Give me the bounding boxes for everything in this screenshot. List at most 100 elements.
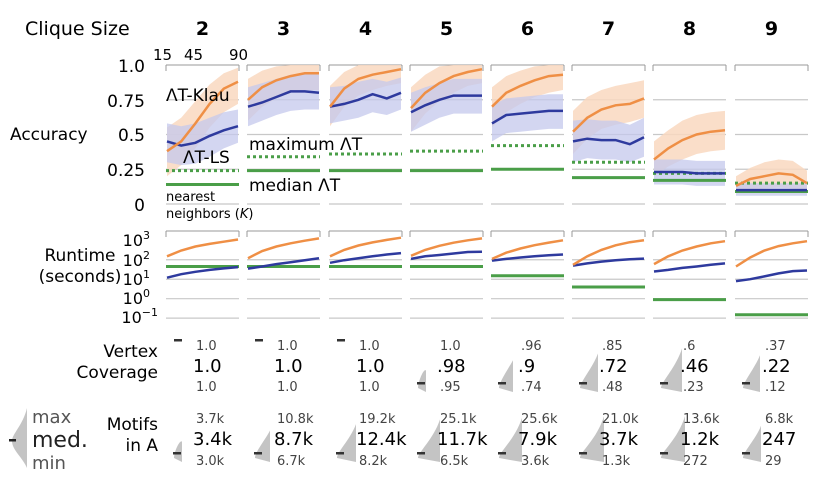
- vc-dist-wedge: [418, 370, 426, 392]
- motif-min-value: 8.2k: [359, 454, 388, 469]
- vc-median-value: .98: [437, 356, 466, 377]
- motif-min-value: 6.7k: [277, 454, 306, 469]
- max-lt-series-label: maximum ΛT: [249, 135, 363, 155]
- rt-tick-1e3-base: 10: [123, 231, 143, 250]
- motif-max-value: 21.0k: [602, 412, 639, 427]
- rt-tick-1e2-base: 10: [123, 251, 143, 270]
- clique-size-4: 4: [359, 18, 372, 40]
- vc-median-value: 1.0: [356, 356, 385, 377]
- motif-min-value: 1.3k: [602, 454, 631, 469]
- rt-tick-1e0-base: 10: [123, 289, 143, 308]
- rt-tick-1e1-exp: 1: [143, 268, 150, 281]
- motif-max-value: 3.7k: [196, 412, 225, 427]
- k-tick-45: 45: [184, 46, 203, 64]
- motif-dist-wedge: [743, 425, 761, 462]
- clique-size-label: Clique Size: [25, 18, 130, 40]
- motif-median-value: 247: [762, 429, 796, 450]
- ls-series-label: ΛT-LS: [183, 148, 230, 168]
- vc-min-value: 1.0: [277, 380, 298, 395]
- motif-median-value: 7.9k: [518, 429, 558, 450]
- motif-dist-wedge: [661, 416, 685, 462]
- rt-tick-1e3: 103: [123, 229, 150, 250]
- clique-size-2: 2: [196, 18, 209, 40]
- motif-max-value: 19.2k: [359, 412, 396, 427]
- panels: 21.01.01.03.7k3.4k3.0k31.01.01.010.8k8.7…: [165, 18, 809, 469]
- rt-tick-1e1: 101: [123, 268, 150, 289]
- vc-max-value: .85: [602, 339, 623, 354]
- vc-median-value: .72: [599, 356, 628, 377]
- vc-max-value: .96: [521, 339, 542, 354]
- vc-max-value: .37: [765, 339, 786, 354]
- vc-dist-wedge: [580, 353, 598, 392]
- motif-min-value: 6.5k: [440, 454, 469, 469]
- runtime-y-ticks: 103 102 101 100 10−1: [121, 229, 158, 327]
- vc-dist-marker: [174, 339, 182, 342]
- nn-caption-close: ): [248, 207, 253, 222]
- runtime-ylabel-line2: (seconds): [39, 267, 122, 287]
- motif-dist-wedge: [580, 416, 604, 462]
- vc-min-value: .12: [765, 380, 786, 395]
- rt-ls-line: [491, 253, 564, 262]
- ls-line: [410, 94, 482, 114]
- klau-band: [330, 65, 401, 127]
- vertex-coverage-label-line2: Coverage: [77, 363, 158, 383]
- klau-series-label: ΛT-Klau: [166, 86, 230, 106]
- klau-line: [653, 129, 726, 161]
- rt-ls-line: [572, 257, 645, 267]
- motif-median-value: 3.4k: [193, 429, 233, 450]
- k-tick-90: 90: [229, 46, 248, 64]
- klau-line: [572, 97, 645, 133]
- vc-min-value: .23: [683, 380, 704, 395]
- motif-max-value: 25.1k: [440, 412, 477, 427]
- rt-klau-line: [410, 237, 483, 257]
- motif-dist-median: [660, 452, 668, 455]
- motifs-label-line2: in A: [125, 436, 158, 456]
- motif-dist-median: [579, 452, 587, 455]
- motif-min-value: 29: [765, 454, 782, 469]
- motif-median-value: 11.7k: [437, 429, 488, 450]
- vc-max-value: 1.0: [196, 339, 217, 354]
- rt-ls-line: [166, 265, 239, 279]
- klau-line: [166, 80, 239, 153]
- vc-dist-median: [498, 382, 506, 385]
- motif-median-value: 12.4k: [356, 429, 407, 450]
- rt-klau-line: [735, 239, 808, 268]
- vc-max-value: 1.0: [277, 339, 298, 354]
- clique-size-9: 9: [765, 18, 778, 40]
- vc-min-value: .95: [440, 380, 461, 395]
- vc-dist-wedge: [499, 360, 513, 392]
- rt-klau-line: [653, 239, 726, 266]
- klau-line: [735, 172, 808, 188]
- motif-dist-median: [498, 452, 506, 455]
- klau-line: [329, 67, 402, 108]
- motif-max-value: 25.6k: [521, 412, 558, 427]
- vc-median-value: 1.0: [193, 356, 222, 377]
- motif-median-value: 1.2k: [680, 429, 720, 450]
- ls-band: [330, 77, 401, 124]
- vc-median-value: 1.0: [274, 356, 303, 377]
- motifs-legend-violin: [12, 408, 27, 468]
- accuracy-ylabel: Accuracy: [10, 125, 88, 145]
- motif-dist-median: [254, 452, 262, 455]
- vc-min-value: .48: [602, 380, 623, 395]
- nn-caption-k: K: [240, 207, 250, 222]
- klau-band: [492, 65, 563, 128]
- rt-tick-1em1: 10−1: [121, 306, 158, 327]
- motif-max-value: 6.8k: [765, 412, 794, 427]
- rt-ls-line: [329, 251, 402, 265]
- vc-max-value: .6: [683, 339, 695, 354]
- k-tick-15: 15: [153, 46, 172, 64]
- ls-line: [491, 109, 563, 125]
- ls-band: [411, 78, 482, 132]
- rt-ls-line: [410, 250, 483, 261]
- rt-tick-1e0-exp: 0: [143, 287, 150, 300]
- vc-median-value: .46: [680, 356, 709, 377]
- acc-tick-025: 0.25: [107, 161, 145, 181]
- rt-ls-line: [653, 262, 726, 273]
- motif-dist-wedge: [337, 424, 356, 462]
- rt-klau-line: [166, 238, 239, 258]
- motif-min-value: 3.0k: [196, 454, 225, 469]
- vc-dist-wedge: [661, 348, 682, 392]
- acc-tick-05: 0.5: [118, 126, 145, 146]
- rt-tick-1em1-base: 10: [121, 308, 141, 327]
